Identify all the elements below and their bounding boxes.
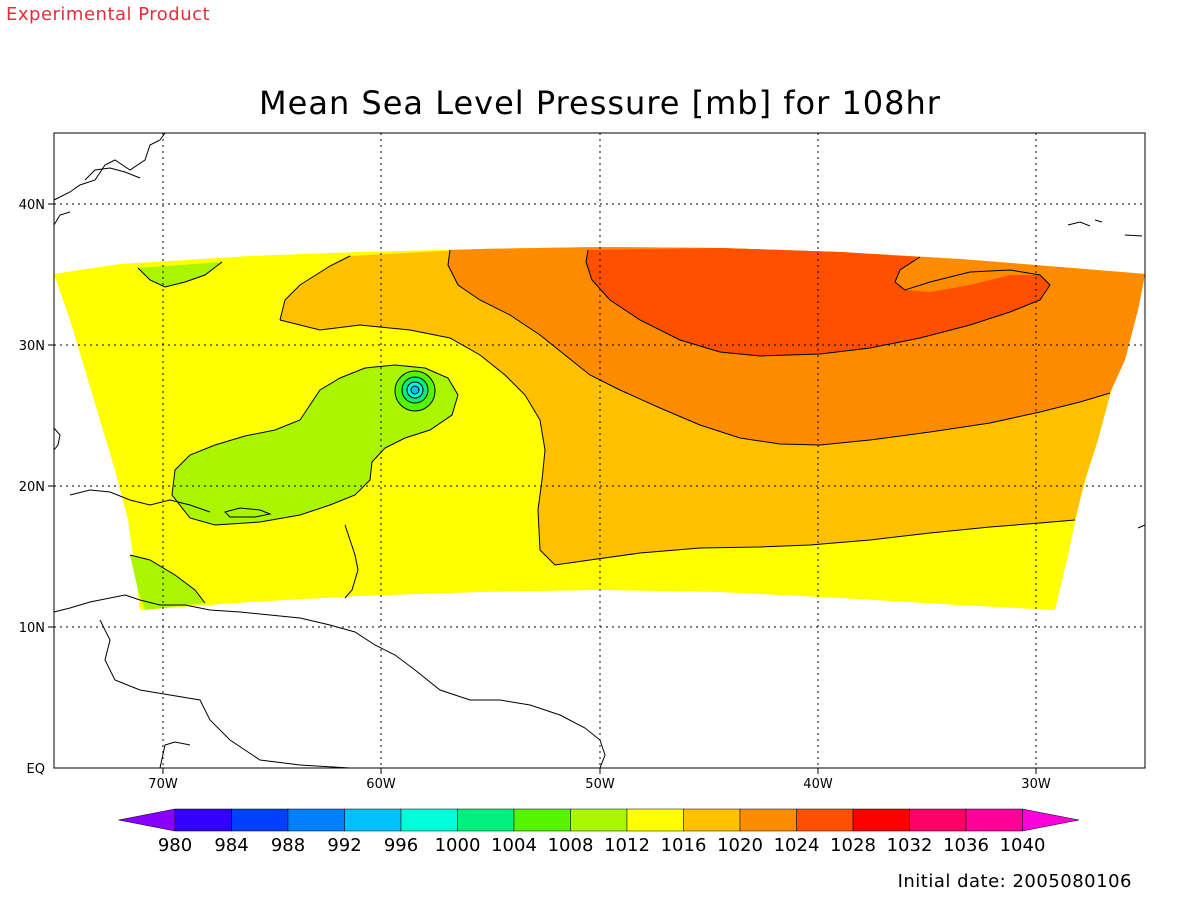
isobar-1004-ring [401,376,429,404]
colorbar-swatch [513,808,571,832]
isobar-1016-west [279,255,351,321]
lat-tick-10n: 10N [19,621,45,636]
colorbar-swatch [174,808,232,832]
coastline-north-america [53,132,166,201]
coastline-puerto-rico [224,507,272,518]
coastline-florida [53,427,61,451]
coastline-new-england [84,167,141,181]
isobar-1020 [447,249,1111,446]
lon-tick-60w: 60W [366,777,396,792]
isobar-1012-south [129,554,206,604]
coastline-azores [1067,219,1143,237]
graticule [54,133,1145,768]
isobar-1008-ring [394,370,436,412]
colorbar-label: 984 [214,835,248,856]
tick-marks [48,203,1037,774]
colorbar-swatch [287,808,345,832]
colorbar-label: 1008 [548,835,594,856]
colorbar-label: 1004 [491,835,537,856]
pressure-region-1008-south [130,555,205,610]
colorbar-swatch [570,808,628,832]
colorbar-label: 1020 [717,835,763,856]
colorbar-label: 988 [271,835,305,856]
colorbar-label: 996 [384,835,418,856]
lat-tick-30n: 30N [19,339,45,354]
lon-axis-labels: 70W 60W 50W 40W 30W [148,777,1051,792]
colorbar-arrow-low [118,808,176,832]
colorbar-swatch [626,808,684,832]
coastline-hispaniola [69,489,211,513]
lon-tick-30w: 30W [1021,777,1051,792]
isobar-1024 [585,249,1051,357]
coastline-carolinas [53,211,71,226]
colorbar-label: 1024 [774,835,820,856]
coastline-colombia [159,741,191,769]
coastline-south-america [53,594,606,769]
colorbar-label: 1012 [604,835,650,856]
colorbar-swatch [400,808,458,832]
colorbar-swatch [231,808,289,832]
pressure-region-992 [411,386,419,394]
initial-date-label: Initial date: 2005080106 [898,871,1132,892]
coastline-venezuela [99,619,351,769]
lon-tick-50w: 50W [585,777,615,792]
pressure-region-1008 [172,365,458,525]
lon-tick-70w: 70W [148,777,178,792]
colorbar-swatch [457,808,515,832]
map-title: Mean Sea Level Pressure [mb] for 108hr [259,84,941,122]
coastline-cape-verde [1137,524,1146,529]
isobar-1012-north [137,261,223,288]
pressure-region-1008-north [138,262,222,287]
colorbar-swatch [344,808,402,832]
colorbar-label: 1040 [1000,835,1046,856]
colorbar-swatch [683,808,741,832]
colorbar-swatch [909,808,967,832]
lat-axis-labels: 40N 30N 20N 10N EQ [19,198,45,777]
colorbar-label: 1028 [830,835,876,856]
map-panel: 70W 60W 50W 40W 30W 40N 30N 20N 10N EQ [19,132,1146,792]
colorbar: 980 984 988 992 996 1000 1004 1008 1012 1016 1020 1… [118,808,1080,856]
colorbar-swatch [965,808,1023,832]
coastlines [53,132,1146,769]
coastline-lesser-antilles [344,524,359,599]
lat-tick-20n: 20N [19,480,45,495]
colorbar-swatch [852,808,910,832]
isobar-contours [129,249,1111,604]
colorbar-label: 1032 [887,835,933,856]
colorbar-swatch [739,808,797,832]
colorbar-swatch [796,808,854,832]
isobar-996-ring [410,385,420,395]
colorbar-label: 1036 [943,835,989,856]
lat-tick-eq: EQ [27,762,45,777]
isobar-1012-storm [171,364,459,526]
isobar-1016 [279,319,1076,566]
isobar-1000-ring [406,381,424,399]
colorbar-label: 980 [158,835,192,856]
colorbar-label: 992 [327,835,361,856]
lat-tick-40n: 40N [19,198,45,213]
colorbar-label: 1016 [661,835,707,856]
colorbar-label: 1000 [435,835,481,856]
colorbar-arrow-high [1022,808,1080,832]
lon-tick-40w: 40W [803,777,833,792]
experimental-product-label: Experimental Product [6,4,210,25]
